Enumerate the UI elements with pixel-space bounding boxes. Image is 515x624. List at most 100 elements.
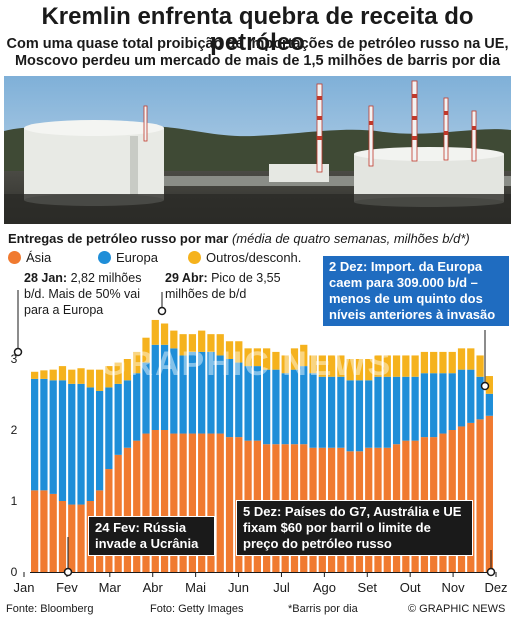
bar-segment-other <box>216 334 224 356</box>
bar-segment-asia <box>133 440 141 572</box>
bar-segment-other <box>355 359 364 381</box>
bar-segment-europe <box>40 378 48 491</box>
bar-segment-europe <box>133 373 141 441</box>
bar-segment-europe <box>216 355 224 434</box>
bar-segment-other <box>31 371 39 379</box>
bar-segment-europe <box>281 373 289 445</box>
bar-segment-other <box>392 355 401 377</box>
x-tick-label: Fev <box>56 580 78 595</box>
bar-segment-other <box>133 351 141 374</box>
bar-segment-other <box>346 359 354 381</box>
bar-segment-europe <box>244 366 252 441</box>
bar-segment-other <box>439 351 447 374</box>
bar-segment-other <box>448 351 456 374</box>
bar-segment-other <box>142 337 150 363</box>
annotation-jan28-date: 28 Jan: <box>24 271 68 285</box>
bar-segment-europe <box>485 393 493 416</box>
bar-segment-other <box>114 362 122 384</box>
x-tick-label: Mai <box>185 580 206 595</box>
bar-segment-europe <box>355 380 364 452</box>
x-tick-label: Ago <box>313 580 336 595</box>
bar-segment-europe <box>318 376 326 448</box>
bar-segment-other <box>337 355 345 377</box>
bar-segment-asia <box>485 415 493 572</box>
bar-segment-other <box>244 348 252 367</box>
bar-segment-other <box>151 319 159 345</box>
dec2-pointer-dot <box>480 381 490 391</box>
bar-segment-other <box>365 359 373 381</box>
bar-segment-europe <box>430 373 438 438</box>
legend-item-asia: Ásia <box>8 250 51 265</box>
bar-segment-europe <box>49 380 57 494</box>
bar-segment-europe <box>448 373 456 430</box>
y-tick-label: 0 <box>11 565 18 579</box>
chart-title-sub: (média de quatro semanas, milhões b/d*) <box>231 231 470 246</box>
annotation-apr29-date: 29 Abr: <box>165 271 208 285</box>
bar-segment-other <box>77 368 85 384</box>
bar-segment-europe <box>476 376 484 420</box>
bar-segment-asia <box>225 437 234 572</box>
bar-segment-other <box>485 376 493 394</box>
y-tick-label: 2 <box>11 423 18 437</box>
x-tick-label: Jul <box>273 580 290 595</box>
bar-segment-europe <box>300 366 308 445</box>
bar-segment-asia <box>188 433 197 572</box>
bar-segment-europe <box>105 387 113 470</box>
annotation-dec2: 2 Dez: Import. da Europa caem para 309.0… <box>322 255 510 327</box>
bar-segment-other <box>253 348 261 367</box>
bar-segment-europe <box>467 369 475 423</box>
x-tick-label: Abr <box>143 580 164 595</box>
annotation-feb24: 24 Fev: Rússia invade a Ucrânia <box>88 516 215 556</box>
bar-segment-other <box>476 355 484 377</box>
bar-segment-other <box>430 351 438 374</box>
legend-item-europe: Europa <box>98 250 158 265</box>
bar-segment-europe <box>420 373 429 438</box>
bar-segment-europe <box>290 369 299 445</box>
bar-segment-other <box>123 359 132 381</box>
bar-segment-asia <box>77 504 85 572</box>
annotation-jan28: 28 Jan: 2,82 milhões b/d. Mais de 50% va… <box>24 270 164 318</box>
bar-segment-europe <box>123 380 132 448</box>
bar-segment-europe <box>374 376 382 448</box>
bar-segment-europe <box>160 344 169 430</box>
bar-segment-europe <box>457 369 466 427</box>
bar-segment-other <box>420 351 429 374</box>
bar-segment-asia <box>114 454 122 572</box>
x-tick-label: Dez <box>484 580 507 595</box>
legend-swatch-europe <box>98 251 111 264</box>
bar-segment-asia <box>58 501 67 572</box>
annotation-jan28-text: 2,82 milhões b/d. Mais de 50% vai para a… <box>24 271 142 317</box>
bar-segment-other <box>188 334 197 352</box>
bar-segment-other <box>383 355 391 377</box>
bar-segment-europe <box>207 351 215 434</box>
bar-segment-europe <box>439 373 447 434</box>
bar-segment-asia <box>68 504 76 572</box>
footer-credit: © GRAPHIC NEWS <box>408 603 506 615</box>
y-tick-label: 3 <box>11 352 18 366</box>
bar-segment-asia <box>160 430 169 572</box>
bar-segment-europe <box>392 376 401 445</box>
bar-segment-other <box>225 341 234 359</box>
bar-segment-other <box>272 351 280 370</box>
annotation-dec5: 5 Dez: Países do G7, Austrália e UE fixa… <box>236 500 473 556</box>
bar-segment-other <box>95 369 104 391</box>
bar-segment-other <box>40 370 48 379</box>
bar-segment-other <box>263 348 271 370</box>
bar-segment-other <box>467 348 475 370</box>
bar-segment-other <box>160 323 169 345</box>
bar-segment-europe <box>170 348 178 434</box>
bar-segment-other <box>49 369 57 381</box>
bar-segment-asia <box>170 433 178 572</box>
bar-segment-europe <box>114 383 122 455</box>
chart-title-main: Entregas de petróleo russo por mar <box>8 231 229 246</box>
bar-segment-asia <box>142 433 150 572</box>
bar-segment-asia <box>179 433 187 572</box>
bar-segment-europe <box>77 383 85 505</box>
bar-segment-other <box>457 348 466 370</box>
subheadline: Com uma quase total proibição de importa… <box>6 36 509 69</box>
bar-segment-other <box>290 348 299 370</box>
bar-segment-other <box>170 330 178 349</box>
bar-segment-other <box>235 341 243 363</box>
bar-segment-asia <box>476 419 484 572</box>
